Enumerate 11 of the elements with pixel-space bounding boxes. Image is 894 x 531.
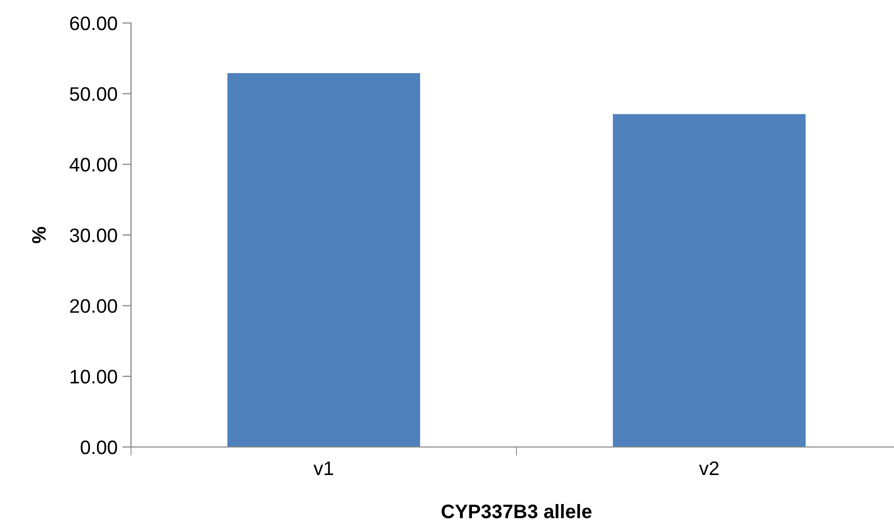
x-tick-label: v2 xyxy=(699,461,719,475)
y-axis-title: % xyxy=(32,226,46,244)
y-tick-label: 50.00 xyxy=(70,87,118,101)
x-axis-title: CYP337B3 allele xyxy=(442,504,592,518)
y-tick-label: 0.00 xyxy=(80,440,118,454)
y-tick-label: 60.00 xyxy=(70,16,118,30)
y-tick-label: 10.00 xyxy=(70,370,118,384)
x-tick-label: v1 xyxy=(314,462,334,475)
y-tick-label: 30.00 xyxy=(70,228,118,242)
y-tick-label: 40.00 xyxy=(70,158,118,172)
y-tick-label: 20.00 xyxy=(70,299,118,313)
